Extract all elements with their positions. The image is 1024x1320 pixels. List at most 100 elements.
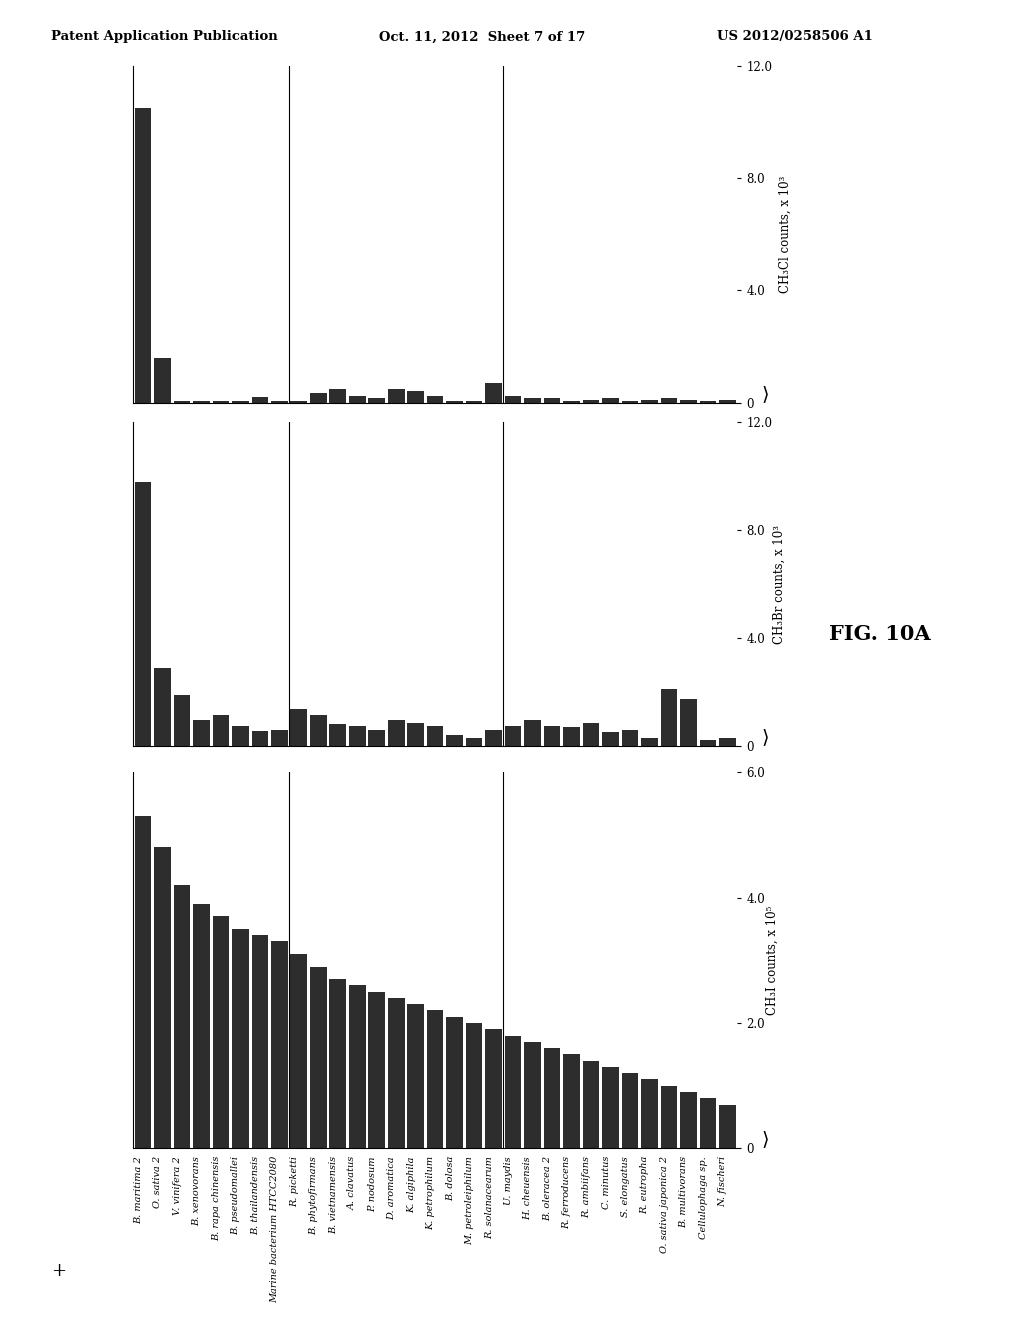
Bar [134, 108, 152, 403]
Bar [369, 399, 385, 403]
Bar [485, 730, 502, 746]
Bar [466, 1023, 482, 1148]
Bar [271, 401, 288, 403]
Bar [641, 738, 657, 746]
Bar [466, 401, 482, 403]
Bar [388, 998, 404, 1148]
Bar [446, 1016, 463, 1148]
Y-axis label: CH₃Br counts, x 10³: CH₃Br counts, x 10³ [773, 524, 785, 644]
Bar [194, 401, 210, 403]
Bar [719, 400, 736, 403]
Bar [134, 482, 152, 746]
Bar [134, 816, 152, 1148]
Bar [680, 400, 697, 403]
Bar [252, 397, 268, 403]
Y-axis label: CH₃Cl counts, x 10³: CH₃Cl counts, x 10³ [779, 176, 793, 293]
Bar [485, 1030, 502, 1148]
Bar [291, 709, 307, 746]
Bar [291, 401, 307, 403]
Bar [349, 726, 366, 746]
Bar [719, 738, 736, 746]
Bar [524, 1041, 541, 1148]
Bar [641, 1080, 657, 1148]
Bar [427, 726, 443, 746]
Bar [660, 399, 677, 403]
Bar [446, 401, 463, 403]
Bar [583, 1061, 599, 1148]
Bar [271, 730, 288, 746]
Bar [699, 401, 717, 403]
Bar [232, 726, 249, 746]
Bar [427, 396, 443, 403]
Bar [213, 715, 229, 746]
Bar [583, 723, 599, 746]
Bar [524, 399, 541, 403]
Bar [408, 391, 424, 403]
Bar [563, 401, 580, 403]
Bar [505, 396, 521, 403]
Bar [544, 399, 560, 403]
Bar [427, 1011, 443, 1148]
Bar [524, 721, 541, 746]
Bar [213, 401, 229, 403]
Bar [408, 1005, 424, 1148]
Bar [446, 735, 463, 746]
Text: ⟩: ⟩ [762, 1130, 769, 1148]
Bar [349, 985, 366, 1148]
Bar [622, 401, 638, 403]
Bar [544, 726, 560, 746]
Bar [173, 886, 190, 1148]
Bar [330, 979, 346, 1148]
Bar [388, 388, 404, 403]
Bar [660, 689, 677, 746]
Text: ⟩: ⟩ [762, 727, 769, 746]
Bar [583, 400, 599, 403]
Text: +: + [51, 1262, 67, 1280]
Bar [369, 730, 385, 746]
Bar [563, 1055, 580, 1148]
Bar [291, 954, 307, 1148]
Bar [154, 847, 171, 1148]
Bar [622, 1073, 638, 1148]
Bar [194, 721, 210, 746]
Bar [213, 916, 229, 1148]
Bar [680, 698, 697, 746]
Bar [194, 904, 210, 1148]
Bar [485, 383, 502, 403]
Bar [622, 730, 638, 746]
Bar [602, 1067, 618, 1148]
Bar [271, 941, 288, 1148]
Bar [369, 991, 385, 1148]
Bar [505, 726, 521, 746]
Bar [330, 725, 346, 746]
Text: Oct. 11, 2012  Sheet 7 of 17: Oct. 11, 2012 Sheet 7 of 17 [379, 30, 585, 44]
Bar [660, 1085, 677, 1148]
Bar [602, 399, 618, 403]
Bar [154, 358, 171, 403]
Text: ⟩: ⟩ [762, 384, 769, 403]
Bar [330, 388, 346, 403]
Bar [699, 1098, 717, 1148]
Bar [173, 401, 190, 403]
Bar [310, 966, 327, 1148]
Bar [466, 738, 482, 746]
Text: Patent Application Publication: Patent Application Publication [51, 30, 278, 44]
Bar [505, 1035, 521, 1148]
Bar [310, 393, 327, 403]
Bar [563, 727, 580, 746]
Bar [388, 721, 404, 746]
Bar [699, 741, 717, 746]
Bar [310, 715, 327, 746]
Bar [252, 935, 268, 1148]
Text: FIG. 10A: FIG. 10A [829, 623, 931, 644]
Text: US 2012/0258506 A1: US 2012/0258506 A1 [717, 30, 872, 44]
Bar [154, 668, 171, 746]
Bar [408, 723, 424, 746]
Bar [602, 733, 618, 746]
Bar [719, 1105, 736, 1148]
Y-axis label: CH₃I counts, x 10⁵: CH₃I counts, x 10⁵ [766, 906, 778, 1015]
Bar [232, 929, 249, 1148]
Bar [641, 400, 657, 403]
Bar [232, 401, 249, 403]
Bar [349, 396, 366, 403]
